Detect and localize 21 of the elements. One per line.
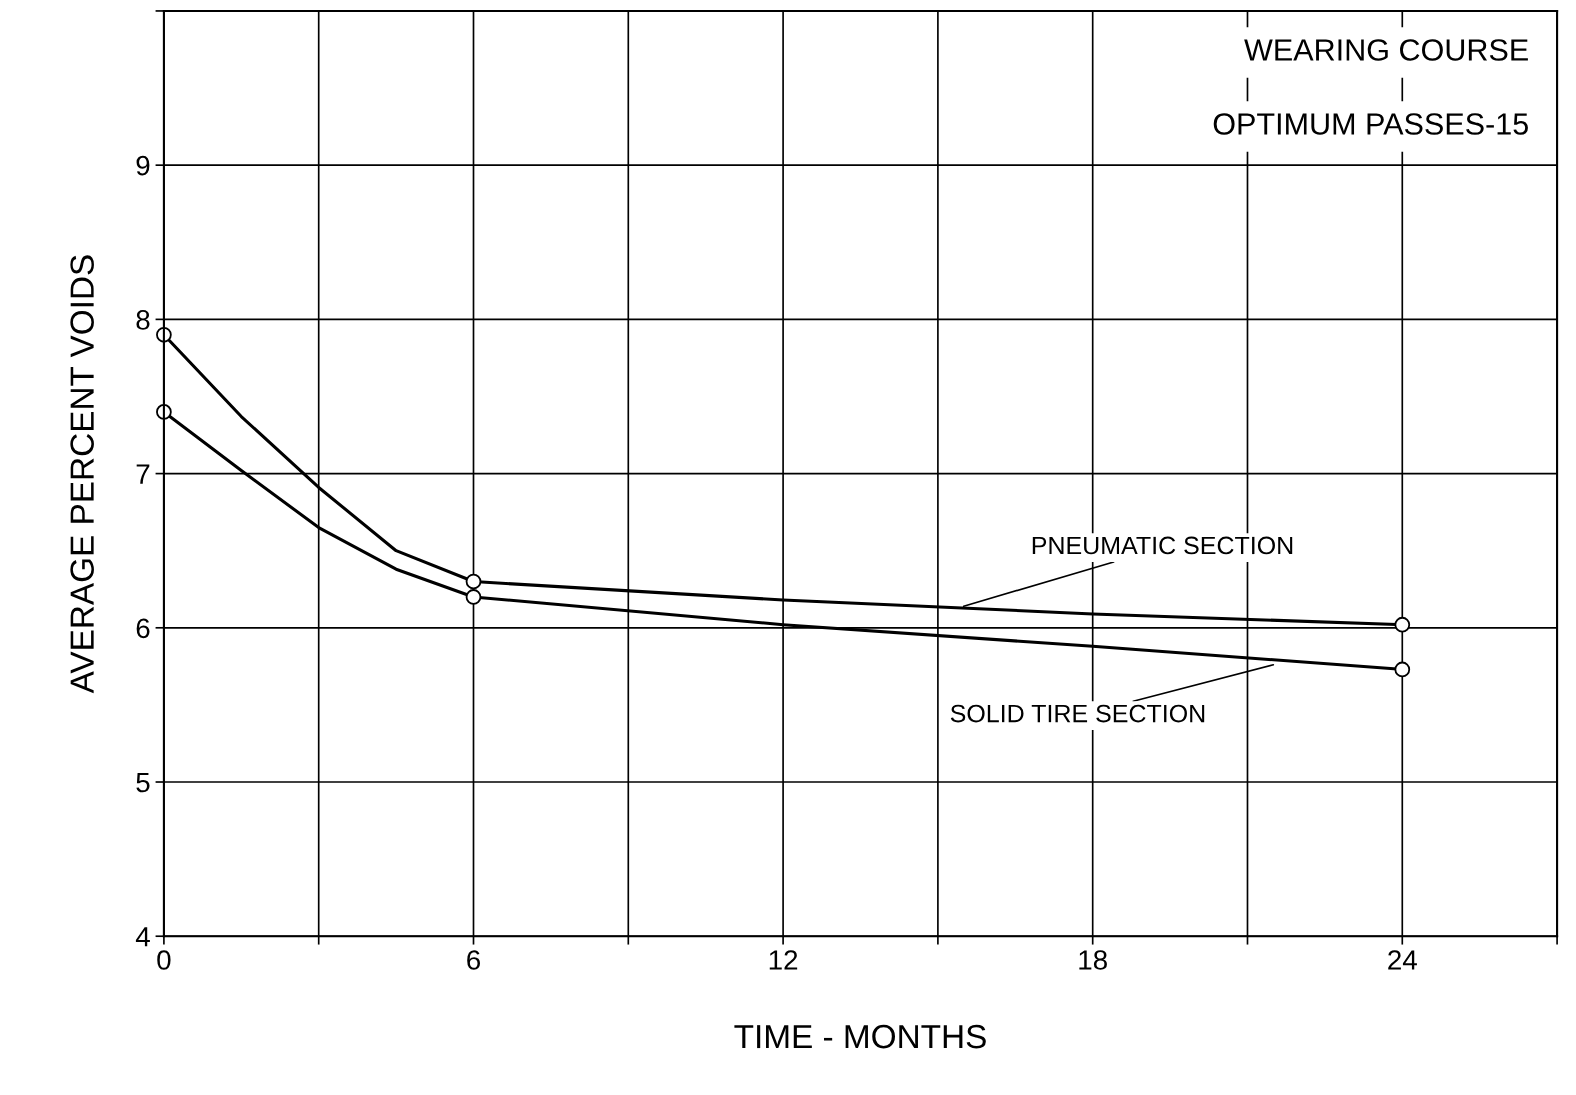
y-tick-label: 4 <box>135 927 150 947</box>
y-axis-title: AVERAGE PERCENT VOIDS <box>70 255 94 694</box>
x-axis-title: TIME - MONTHS <box>734 1024 986 1049</box>
x-tick-label: 18 <box>1079 950 1107 970</box>
y-tick-label: 9 <box>136 155 150 176</box>
y-tick-label: 8 <box>136 310 150 330</box>
y-tick-label: 6 <box>136 618 150 639</box>
point <box>1394 616 1411 633</box>
text: PNEUMATIC SECTION <box>1032 536 1293 555</box>
y-tick-label: 7 <box>136 464 150 484</box>
x-tick-label: 12 <box>769 950 798 970</box>
text: OPTIMUM PASSES-15 <box>1213 113 1528 135</box>
x-tick-label: 6 <box>467 950 480 970</box>
text: WEARING COURSE <box>1244 39 1528 61</box>
x-tick-label: 0 <box>157 950 171 970</box>
y-tick-label: 5 <box>136 772 150 793</box>
series-label: SOLID TIRE SECTION <box>950 704 1205 723</box>
point <box>465 589 482 605</box>
point <box>1394 661 1411 678</box>
x-tick-label: 24 <box>1388 950 1417 970</box>
point <box>465 573 482 590</box>
